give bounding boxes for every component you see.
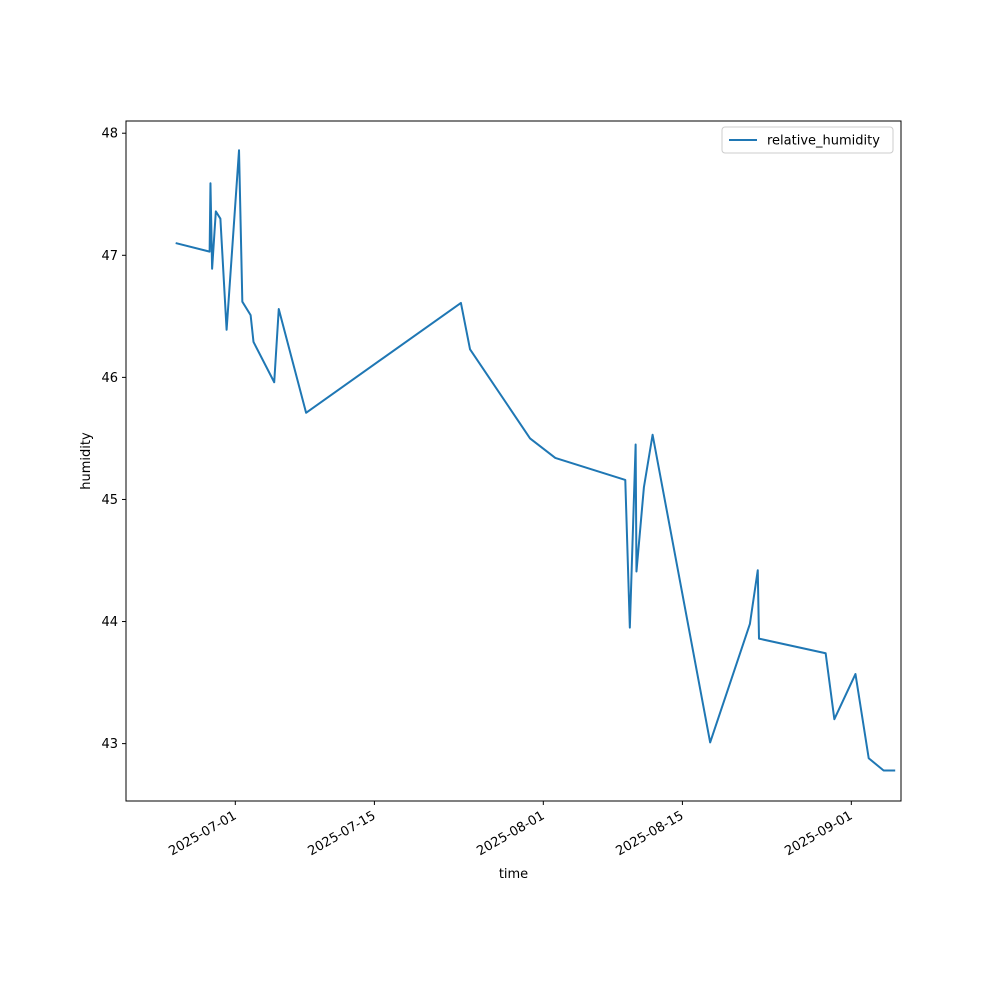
y-tick-label: 48 (101, 127, 118, 142)
y-axis: 43 44 45 46 47 48 (101, 127, 126, 752)
y-tick-label: 44 (101, 615, 118, 630)
y-tick-label: 46 (101, 371, 118, 386)
legend-box (721, 126, 894, 154)
plot-frame (125, 120, 902, 802)
series-line (175, 149, 896, 772)
plot-area (175, 149, 896, 772)
y-axis-label: humidity (79, 432, 94, 490)
x-axis-label: time (499, 867, 528, 882)
legend-label: relative_humidity (767, 134, 880, 149)
y-tick-label: 45 (101, 493, 118, 508)
y-tick-label: 43 (101, 737, 118, 752)
legend: relative_humidity (721, 126, 894, 154)
y-tick-label: 47 (101, 249, 118, 264)
